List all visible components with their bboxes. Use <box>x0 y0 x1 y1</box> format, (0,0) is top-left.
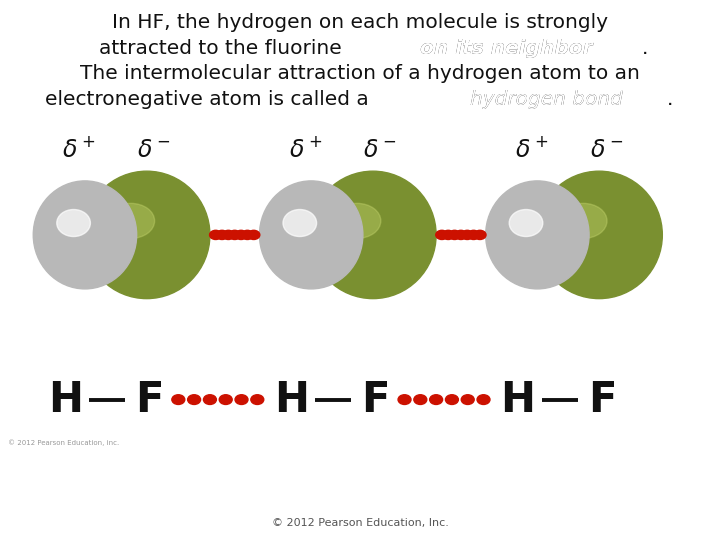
Circle shape <box>210 231 222 240</box>
Ellipse shape <box>536 171 662 299</box>
Text: electronegative atom is called a: electronegative atom is called a <box>45 90 375 109</box>
Circle shape <box>461 231 473 240</box>
Circle shape <box>442 231 454 240</box>
Text: .: . <box>642 39 648 58</box>
Circle shape <box>235 231 247 240</box>
Text: attracted to the fluorine on its neighbor.: attracted to the fluorine on its neighbo… <box>157 39 563 58</box>
Ellipse shape <box>298 211 340 259</box>
Text: electronegative atom is called a: electronegative atom is called a <box>1 90 331 109</box>
Text: F: F <box>361 379 390 421</box>
Text: $\delta^-$: $\delta^-$ <box>364 139 397 162</box>
Ellipse shape <box>72 211 113 259</box>
Text: © 2012 Pearson Education, inc.: © 2012 Pearson Education, inc. <box>8 439 120 446</box>
Text: In HF, the hydrogen on each molecule is strongly: In HF, the hydrogen on each molecule is … <box>112 14 608 32</box>
Text: © 2012 Pearson Education, Inc.: © 2012 Pearson Education, Inc. <box>271 518 449 528</box>
Circle shape <box>462 395 474 404</box>
Circle shape <box>216 231 228 240</box>
Text: hydrogen bond: hydrogen bond <box>469 90 623 109</box>
Circle shape <box>446 395 459 404</box>
Text: F: F <box>588 379 616 421</box>
Circle shape <box>449 231 461 240</box>
Text: hydrogen bond: hydrogen bond <box>469 90 623 109</box>
Circle shape <box>414 395 427 404</box>
Text: H: H <box>500 379 536 421</box>
Circle shape <box>204 395 217 404</box>
Text: on its neighbor: on its neighbor <box>420 39 592 58</box>
Circle shape <box>477 395 490 404</box>
Ellipse shape <box>310 171 436 299</box>
Circle shape <box>248 231 260 240</box>
Text: .: . <box>667 90 673 109</box>
Text: $\delta^+$: $\delta^+$ <box>515 137 549 162</box>
Circle shape <box>220 395 232 404</box>
Ellipse shape <box>283 210 317 237</box>
Circle shape <box>398 395 411 404</box>
Ellipse shape <box>486 181 589 289</box>
Circle shape <box>455 231 467 240</box>
Text: The intermolecular attraction of a hydrogen atom to an: The intermolecular attraction of a hydro… <box>80 64 640 83</box>
Circle shape <box>235 395 248 404</box>
Text: F: F <box>135 379 164 421</box>
Circle shape <box>430 395 443 404</box>
Circle shape <box>436 231 448 240</box>
Text: on its neighbor: on its neighbor <box>420 39 592 58</box>
Circle shape <box>228 231 240 240</box>
Text: $\delta^-$: $\delta^-$ <box>138 139 171 162</box>
Text: $\delta^-$: $\delta^-$ <box>590 139 623 162</box>
Ellipse shape <box>33 181 137 289</box>
Circle shape <box>241 231 253 240</box>
Circle shape <box>172 395 185 404</box>
Ellipse shape <box>524 211 566 259</box>
Ellipse shape <box>559 204 607 238</box>
Ellipse shape <box>259 181 363 289</box>
Circle shape <box>474 231 486 240</box>
Ellipse shape <box>57 210 91 237</box>
Text: $\delta^+$: $\delta^+$ <box>63 137 96 162</box>
Ellipse shape <box>107 204 155 238</box>
Text: attracted to the fluorine: attracted to the fluorine <box>99 39 348 58</box>
Circle shape <box>188 395 201 404</box>
Circle shape <box>251 395 264 404</box>
Text: attracted to the fluorine: attracted to the fluorine <box>1 39 250 58</box>
Text: $\delta^+$: $\delta^+$ <box>289 137 322 162</box>
Ellipse shape <box>333 204 381 238</box>
Text: H: H <box>48 379 83 421</box>
Text: electronegative atom is called a hydrogen bond.: electronegative atom is called a hydroge… <box>115 90 605 109</box>
Ellipse shape <box>509 210 543 237</box>
Circle shape <box>222 231 235 240</box>
Text: H: H <box>274 379 310 421</box>
Ellipse shape <box>84 171 210 299</box>
Circle shape <box>467 231 480 240</box>
